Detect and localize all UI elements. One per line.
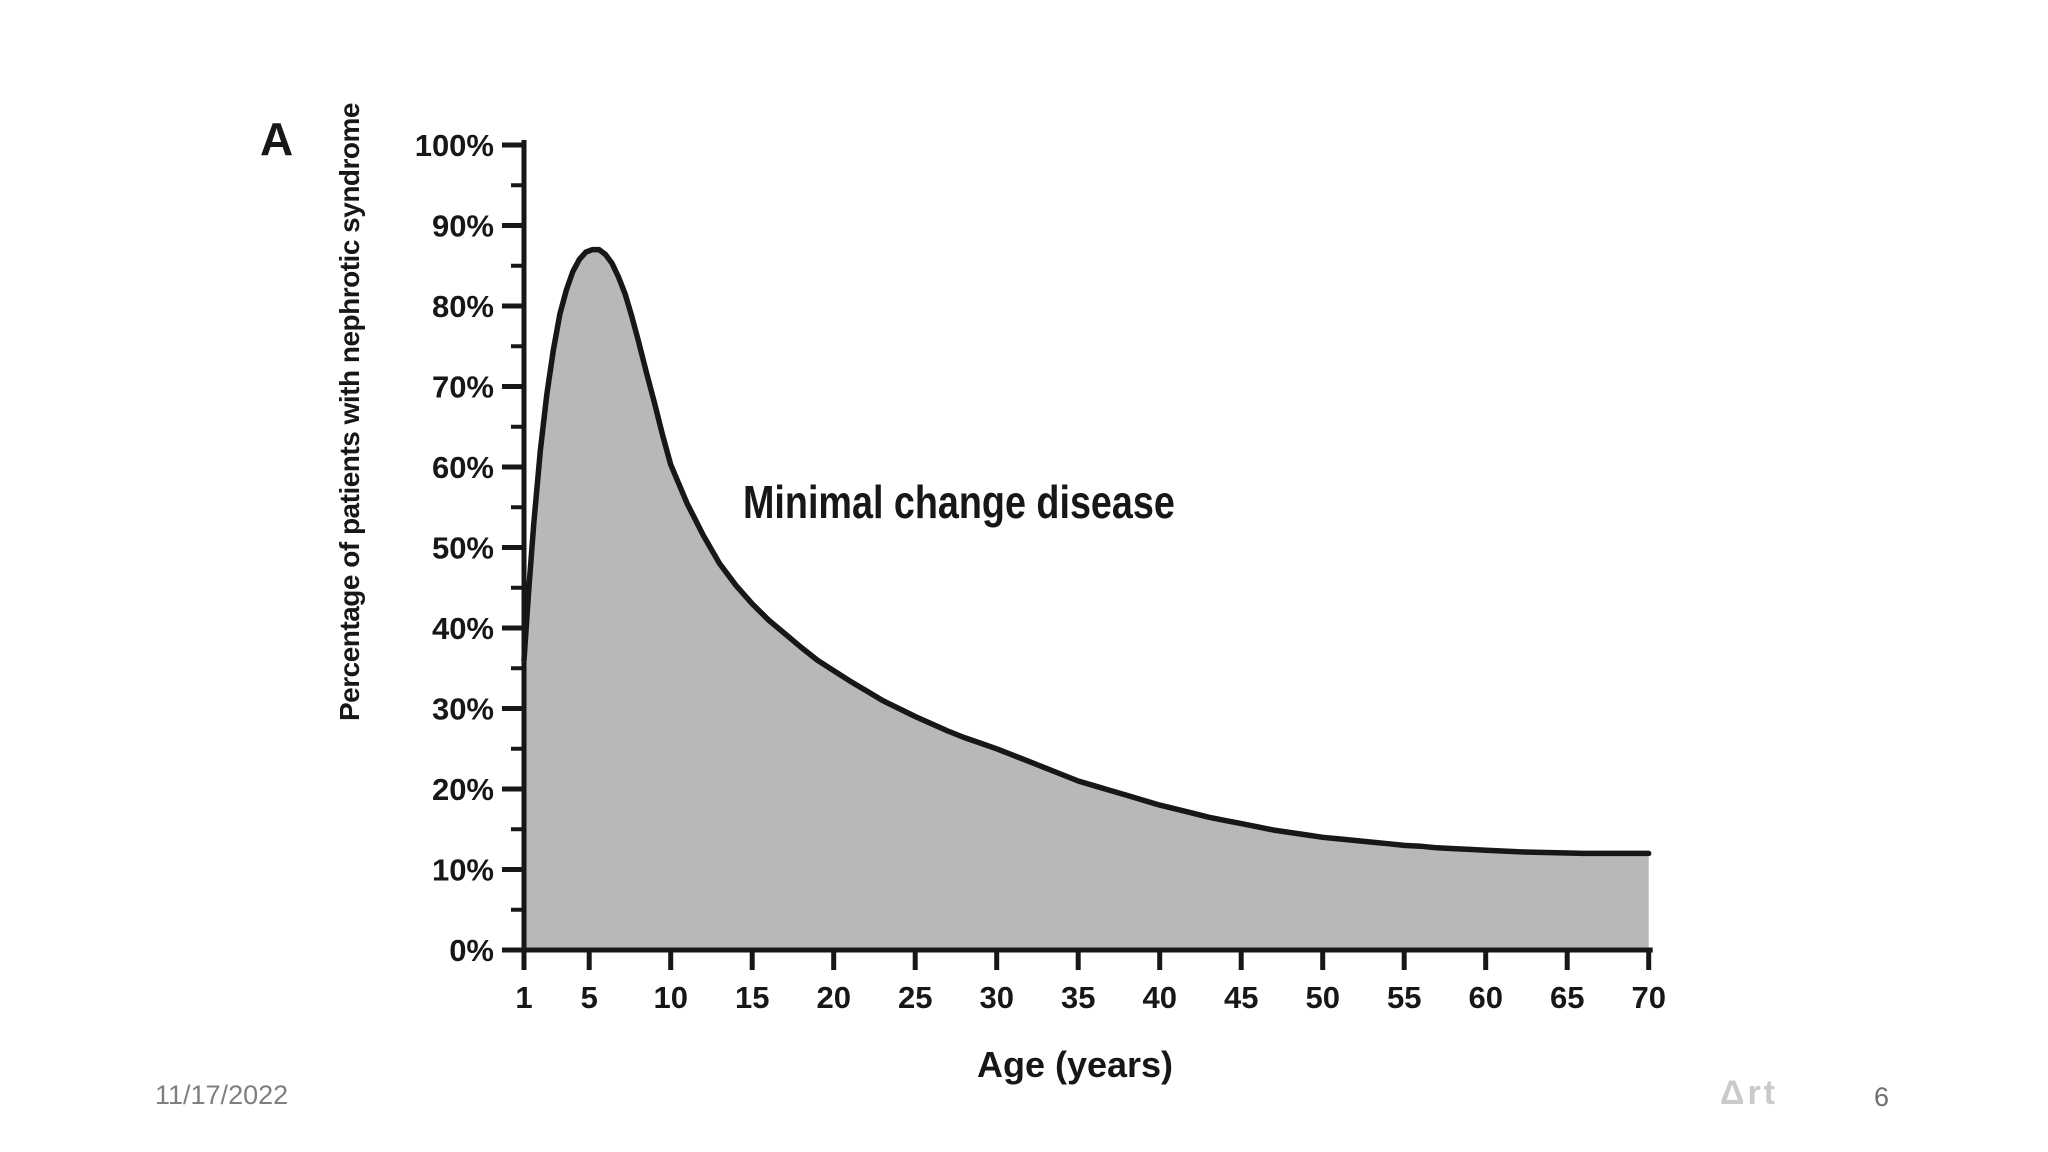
curve-line bbox=[521, 246, 1652, 857]
page-number: 6 bbox=[1874, 1082, 1890, 1112]
y-tick-label: 50% bbox=[432, 531, 494, 566]
y-tick-label: 70% bbox=[432, 370, 494, 405]
x-tick-label: 50 bbox=[1305, 980, 1339, 1015]
footer-date: 11/17/2022 bbox=[155, 1080, 289, 1110]
y-axis-title: Percentage of patients with nephrotic sy… bbox=[334, 102, 365, 722]
x-tick-label: 15 bbox=[735, 980, 769, 1015]
y-tick-label: 60% bbox=[432, 450, 494, 485]
x-tick-label: 70 bbox=[1631, 980, 1665, 1015]
watermark-logo: Δrt bbox=[1720, 1074, 1778, 1112]
y-tick-label: 100% bbox=[415, 128, 494, 163]
y-tick-label: 90% bbox=[432, 209, 494, 244]
area-fill bbox=[524, 249, 1649, 951]
y-tick-label: 40% bbox=[432, 611, 494, 646]
y-tick-label: 20% bbox=[432, 772, 494, 807]
x-tick-label: 60 bbox=[1468, 980, 1502, 1015]
chart-annotation: Minimal change disease bbox=[743, 476, 1175, 528]
x-tick-label: 45 bbox=[1224, 980, 1258, 1015]
x-tick-label: 20 bbox=[816, 980, 850, 1015]
panel-label: A bbox=[260, 113, 294, 165]
x-axis-title: Age (years) bbox=[976, 1044, 1174, 1085]
x-tick-label: 10 bbox=[653, 980, 687, 1015]
x-tick-label: 65 bbox=[1550, 980, 1584, 1015]
x-tick-label: 55 bbox=[1387, 980, 1421, 1015]
x-tick-label: 5 bbox=[581, 980, 598, 1015]
y-tick-label: 0% bbox=[449, 933, 494, 968]
y-tick-label: 80% bbox=[432, 289, 494, 324]
x-tick-label: 40 bbox=[1142, 980, 1176, 1015]
x-tick-label: 1 bbox=[515, 980, 532, 1015]
y-tick-label: 30% bbox=[432, 692, 494, 727]
x-tick-label: 30 bbox=[979, 980, 1013, 1015]
x-tick-label: 25 bbox=[898, 980, 932, 1015]
x-tick-label: 35 bbox=[1061, 980, 1095, 1015]
y-tick-label: 10% bbox=[432, 853, 494, 888]
